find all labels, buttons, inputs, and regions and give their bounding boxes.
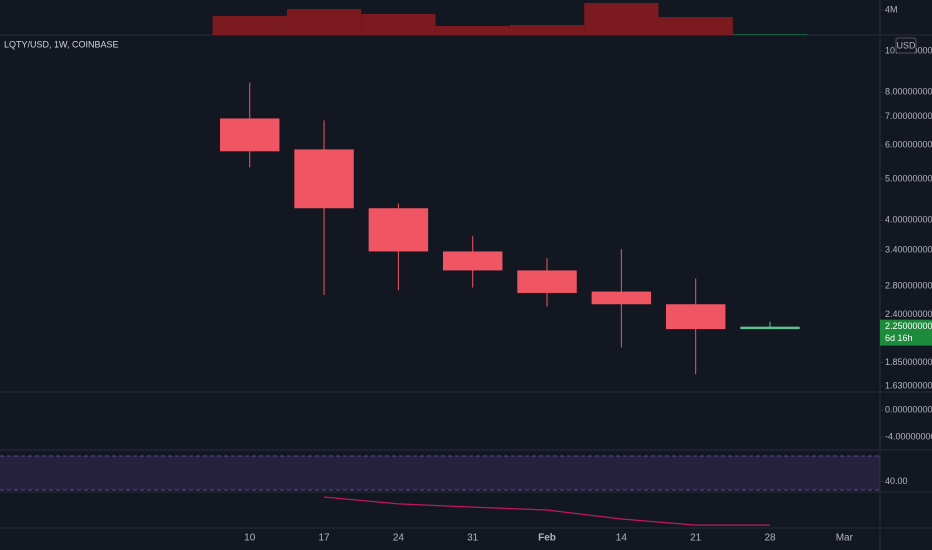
chart-title: LQTY/USD, 1W, COINBASE (4, 39, 119, 49)
y-tick-label: 40.00 (885, 476, 908, 486)
y-tick-label: 3.40000000 (885, 245, 932, 255)
y-tick-label: 4.00000000 (885, 215, 932, 225)
indicator-line (323, 496, 770, 526)
x-tick-label: 21 (690, 533, 702, 544)
x-tick-label: 24 (393, 533, 405, 544)
volume-bar (658, 17, 733, 35)
candle-body (294, 149, 354, 209)
last-price-label: 2.25000000 (885, 321, 932, 331)
band-fill (0, 455, 880, 490)
volume-bar (361, 14, 436, 35)
y-tick-label: 0.00000000 (885, 405, 932, 415)
x-tick-label: 31 (467, 533, 479, 544)
volume-bar (584, 3, 659, 35)
y-tick-label: 2.80000000 (885, 281, 932, 291)
y-tick-label: 1.85000000 (885, 357, 932, 367)
x-tick-label: 28 (764, 533, 776, 544)
volume-bar (732, 34, 808, 35)
candle-body (740, 326, 800, 330)
unit-box (895, 37, 917, 54)
candle-body (442, 251, 503, 271)
volume-bar (435, 26, 510, 35)
x-tick-label: 14 (616, 533, 628, 544)
candle-body (665, 304, 726, 330)
volume-bar (212, 16, 287, 35)
unit-label: USD (896, 40, 916, 50)
y-tick-label: 4M (885, 4, 898, 14)
last-price-box (880, 319, 932, 346)
y-tick-label: 6.00000000 (885, 140, 932, 150)
countdown: 6d 16h (885, 333, 913, 343)
candle-body (517, 270, 577, 293)
candle-body (591, 291, 652, 305)
candle-body (220, 118, 280, 152)
volume-bar (286, 9, 362, 35)
y-tick-label: 7.00000000 (885, 111, 932, 121)
y-tick-label: 5.00000000 (885, 173, 932, 183)
y-tick-label: -4.00000000 (885, 432, 932, 442)
x-tick-label: 10 (244, 533, 256, 544)
volume-bar (509, 25, 585, 35)
x-tick-label: Mar (836, 533, 854, 544)
y-tick-label: 2.40000000 (885, 309, 932, 319)
y-tick-label: 1.63000000 (885, 381, 932, 391)
x-tick-label: 17 (318, 533, 330, 544)
candle-body (368, 208, 429, 252)
x-tick-label: Feb (538, 533, 556, 544)
y-tick-label: 8.00000000 (885, 87, 932, 97)
